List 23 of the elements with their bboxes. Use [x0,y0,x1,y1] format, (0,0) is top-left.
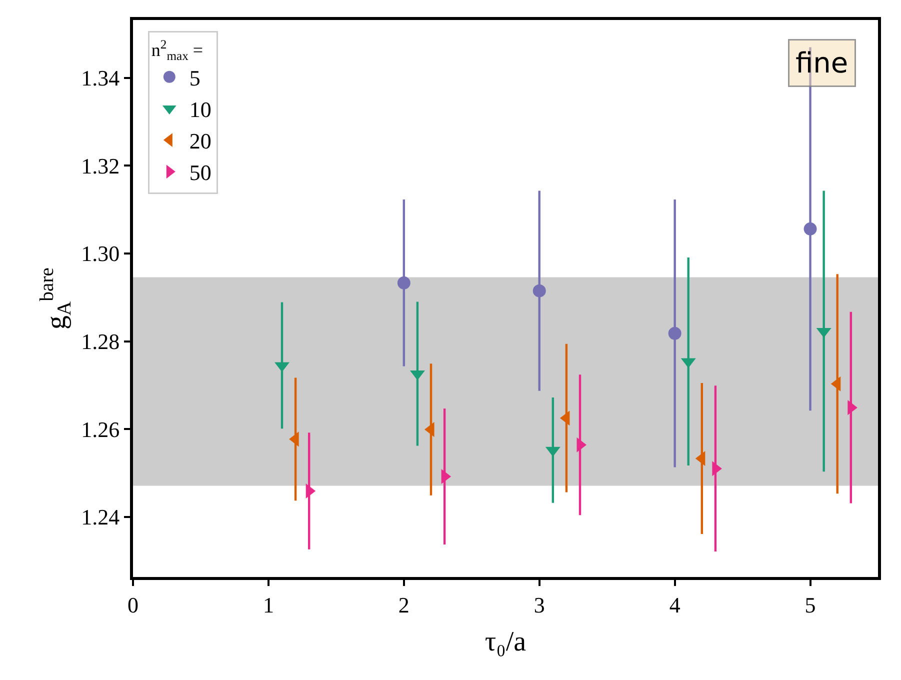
x-tick-label: 2 [398,592,410,618]
y-tick-label: 1.24 [81,504,120,530]
legend-label: 5 [189,65,200,90]
point [804,222,817,236]
x-tick-label: 0 [128,592,138,618]
point [668,326,682,340]
annotation: fine [796,46,848,80]
point [397,276,410,290]
y-tick-label: 1.26 [81,416,120,442]
x-tick-label: 4 [669,592,680,618]
x-tick-label: 5 [804,592,816,618]
y-tick-label: 1.30 [81,241,120,266]
point [532,284,546,298]
x-tick-label: 1 [262,592,274,618]
legend-label: 10 [189,97,212,122]
legend-label: 20 [189,128,212,154]
x-axis-title: τ₀/a [484,626,527,658]
y-tick-label: 1.34 [81,66,120,91]
y-tick-label: 1.28 [81,329,120,354]
legend-label: 50 [189,160,212,186]
y-tick-label: 1.32 [81,153,120,178]
legend-title: n$^{2}$$_{max}$ = [151,37,204,63]
x-tick-label: 3 [534,592,545,618]
